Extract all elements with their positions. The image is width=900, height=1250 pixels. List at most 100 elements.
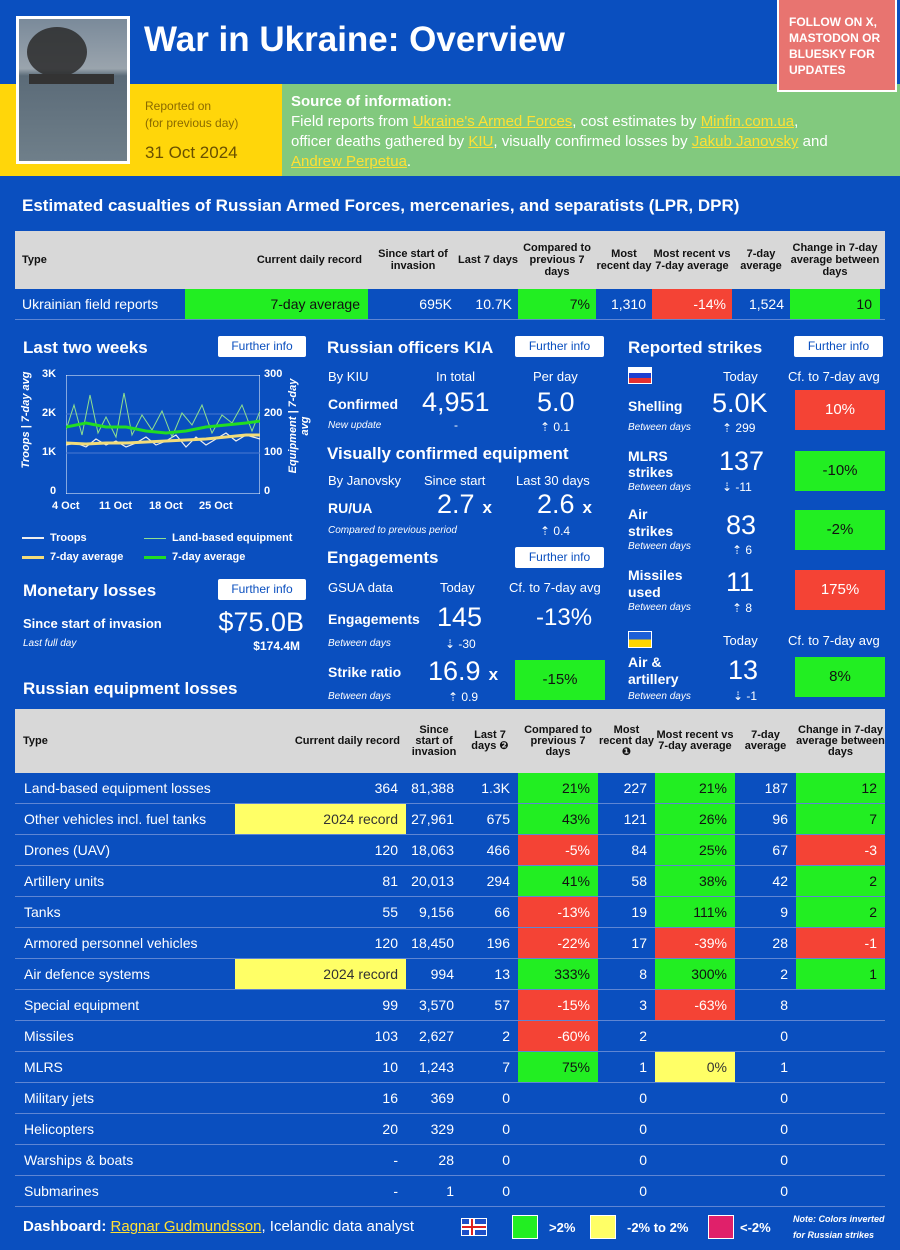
link-perpetua[interactable]: Andrew Perpetua — [291, 153, 407, 170]
strike-row-sub: Between days — [628, 482, 691, 493]
strike-row-label: Air strikes — [628, 506, 674, 539]
legend-yellow-label: -2% to 2% — [627, 1220, 689, 1235]
legend-red-swatch — [708, 1215, 734, 1239]
row-type: Drones (UAV) — [24, 842, 111, 858]
row-cell — [796, 1083, 885, 1113]
russia-flag-icon — [628, 367, 652, 384]
header-bar — [0, 0, 900, 84]
cas-h-last7: Last 7 days — [458, 254, 518, 266]
strike-row-value: 5.0K — [712, 388, 768, 418]
ua-cf: Cf. to 7-day avg — [788, 633, 880, 648]
troops-line — [66, 432, 260, 448]
engage-row1-sub: Between days — [328, 638, 391, 649]
engage-further-button[interactable]: Further info — [515, 547, 604, 568]
y-right-tick: 0 — [264, 485, 271, 497]
table-row: Missiles 103 2,627 2 -60% 2 0 — [15, 1021, 885, 1052]
two-weeks-title: Last two weeks — [23, 338, 148, 357]
legend-red-label: <-2% — [740, 1220, 771, 1235]
row-cell — [796, 1052, 885, 1082]
cas-last7: 10.7K — [475, 296, 512, 312]
cas-type: Ukrainian field reports — [22, 296, 159, 312]
row-cell: 0 — [502, 1152, 510, 1168]
strike-row-change: ⇣ -11 — [722, 480, 752, 494]
row-cell: 58 — [631, 873, 647, 889]
link-armed-forces[interactable]: Ukraine's Armed Forces — [412, 113, 573, 130]
row-cell: -5% — [518, 835, 598, 865]
row-cell: -3 — [796, 835, 885, 865]
row-cell: 20,013 — [411, 873, 454, 889]
row-cell: 21% — [518, 773, 598, 803]
cas-record: 7-day average — [185, 289, 368, 319]
link-minfin[interactable]: Minfin.com.ua — [700, 113, 795, 130]
officers-per-day: 5.0 — [537, 387, 575, 417]
visual-col2: Last 30 days — [516, 473, 590, 488]
strike-row-sub: Between days — [628, 602, 691, 613]
legend-troops: Troops — [22, 532, 87, 544]
officers-per-change: ⇡ 0.1 — [540, 420, 571, 434]
y-right-tick: 100 — [264, 446, 283, 458]
row-cell: -15% — [518, 990, 598, 1020]
monetary-further-button[interactable]: Further info — [218, 579, 306, 600]
row-cell: 9,156 — [418, 904, 454, 920]
cas-h-compared: Compared to previous 7 days — [523, 242, 591, 278]
cas-change: 10 — [790, 289, 880, 319]
strike-row-sub: Between days — [628, 541, 691, 552]
row-cell: 99 — [382, 997, 398, 1013]
row-cell — [796, 1114, 885, 1144]
row-cell: 7 — [796, 804, 885, 834]
row-cell: 120 — [374, 935, 398, 951]
axis-left-label: Troops | 7-day avg — [20, 371, 32, 469]
row-cell: 329 — [430, 1121, 454, 1137]
source-text-4: officer deaths gathered by — [291, 133, 469, 150]
strike-row-value: 83 — [726, 510, 757, 540]
equipment-title: Russian equipment losses — [23, 679, 238, 698]
row-cell: 3,570 — [418, 997, 454, 1013]
row-cell — [655, 1114, 735, 1144]
monetary-value: $75.0B — [218, 607, 304, 637]
two-weeks-further-button[interactable]: Further info — [218, 336, 306, 357]
strikes-further-button[interactable]: Further info — [794, 336, 883, 357]
strike-row-cf: 10% — [795, 390, 885, 430]
row-cell: 43% — [518, 804, 598, 834]
equipment-table: Type Current daily record Since start of… — [15, 709, 885, 1207]
eq-h-compared: Compared to previous 7 days — [524, 723, 592, 758]
row-cell: 12 — [796, 773, 885, 803]
table-row: Land-based equipment losses 364 81,388 1.3K… — [15, 773, 885, 804]
row-cell: 0 — [639, 1121, 647, 1137]
cas-h-record: Current daily record — [256, 254, 362, 266]
row-cell: 227 — [623, 780, 647, 796]
eq-h-last7[interactable]: Last 7 days ❷ — [471, 729, 509, 752]
row-cell: 2 — [796, 897, 885, 927]
row-cell: 0 — [502, 1121, 510, 1137]
strikes-today: Today — [723, 369, 758, 384]
equipment-rows: Land-based equipment losses 364 81,388 1.3K… — [15, 773, 885, 1207]
source-text-5: , visually confirmed losses by — [493, 133, 692, 150]
row-cell: 18,450 — [411, 935, 454, 951]
row-cell: 41% — [518, 866, 598, 896]
y-right-tick: 300 — [264, 368, 283, 380]
footer-author-link[interactable]: Ragnar Gudmundsson — [110, 1218, 262, 1235]
visual-row-label: RU/UA — [328, 500, 373, 516]
ua-value: 13 — [728, 655, 759, 685]
visual-col1: Since start — [424, 473, 486, 488]
link-kiu[interactable]: KIU — [468, 133, 494, 150]
legend-equipment: Land-based equipment — [144, 532, 292, 544]
follow-text: FOLLOW ON X, MASTODON OR BLUESKY FOR UPD… — [789, 15, 881, 77]
troops-avg-line — [66, 433, 260, 446]
row-cell: 994 — [430, 966, 454, 982]
row-cell: 2 — [780, 966, 788, 982]
eq-h-since[interactable]: Since start of invasion — [411, 723, 457, 758]
equipment-avg-line — [66, 419, 260, 435]
eq-h-change: Change in 7-day average between days — [796, 723, 885, 758]
link-janovsky[interactable]: Jakub Janovsky — [691, 133, 799, 150]
row-type: Other vehicles incl. fuel tanks — [24, 811, 207, 827]
source-title: Source of information: — [291, 93, 452, 110]
strike-row-value: 137 — [719, 446, 765, 476]
cas-h-since[interactable]: Since start of invasion — [378, 248, 448, 272]
officers-further-button[interactable]: Further info — [515, 336, 604, 357]
officers-col2: Per day — [533, 369, 578, 384]
eq-h-recent[interactable]: Most recent day ❶ — [598, 723, 655, 758]
table-row: Armored personnel vehicles 120 18,450 196 -2… — [15, 928, 885, 959]
follow-box[interactable]: FOLLOW ON X, MASTODON OR BLUESKY FOR UPD… — [777, 0, 897, 92]
row-cell: 8 — [639, 966, 647, 982]
